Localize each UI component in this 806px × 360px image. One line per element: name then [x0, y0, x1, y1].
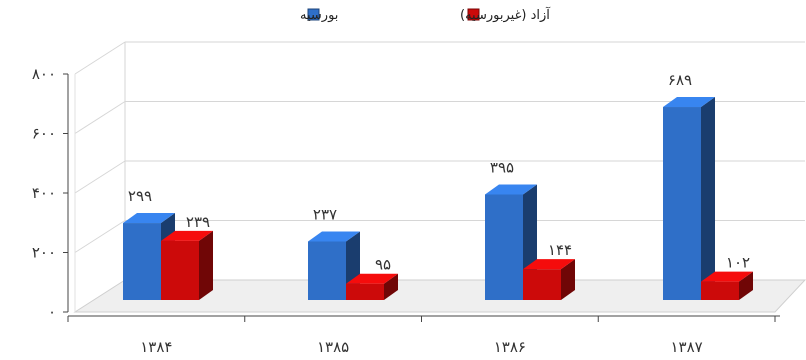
x-tick-label: ۱۳۸۶ [494, 338, 526, 356]
bar-front-face [308, 241, 346, 300]
chart-bars [123, 97, 753, 301]
legend-label: بورسیه [300, 8, 338, 23]
legend-item-1: آزاد (غیربورسیه) [460, 6, 551, 23]
data-label: ۲۳۹ [186, 213, 210, 231]
bar-free-3 [701, 271, 753, 300]
bar-front-face [123, 223, 161, 300]
gridline-side [74, 41, 126, 75]
bar-top-face [346, 273, 398, 284]
bar-free-0 [161, 230, 213, 300]
data-label: ۱۰۲ [726, 254, 750, 272]
y-tick-label: ۲۰۰ [32, 244, 56, 262]
gridline-side [74, 101, 126, 134]
bar-top-face [308, 231, 360, 242]
bar-front-face [346, 283, 384, 300]
data-label: ۲۳۷ [313, 205, 337, 223]
legend-item-0: بورسیه [300, 8, 338, 23]
chart-floor [73, 279, 806, 313]
y-tick-label: ۶۰۰ [32, 125, 56, 143]
legend-swatch [467, 8, 480, 21]
bar-top-face [485, 184, 537, 195]
bar-free-1 [346, 273, 398, 300]
bar-front-face [485, 194, 523, 300]
y-tick-label: ۴۰۰ [32, 184, 56, 202]
chart-axes: ۰ ۲۰۰ ۴۰۰ ۶۰۰ ۸۰۰ ۱۳۸۴ ۱۳۸۵ ۱۳۸۶ ۱۳۸۷ [32, 65, 780, 356]
bar-side-face [384, 273, 398, 300]
bar-top-face [523, 259, 575, 270]
chart-grid [73, 41, 806, 313]
bar-side-face [701, 97, 715, 301]
bar-free-2 [523, 259, 575, 300]
legend-label: آزاد (غیربورسیه) [460, 6, 551, 23]
bar-front-face [663, 107, 701, 301]
bar-side-face [199, 230, 213, 300]
bar-front-face [701, 281, 739, 300]
bar-front-face [523, 269, 561, 300]
y-tick-label: ۰ [48, 303, 56, 321]
gridline-side [74, 160, 126, 194]
gridline-side [74, 220, 126, 253]
bar-top-face [161, 230, 213, 241]
bar-top-face [701, 271, 753, 282]
chart-legend: بورسیه آزاد (غیربورسیه) [300, 6, 551, 23]
bar-front-face [161, 240, 199, 300]
bar-side-face [561, 259, 575, 300]
bar-top-face [663, 97, 715, 108]
data-label: ۲۹۹ [128, 187, 152, 205]
legend-swatch [307, 8, 320, 21]
data-label: ۳۹۵ [490, 158, 514, 176]
data-label: ۶۸۹ [668, 71, 692, 89]
x-tick-label: ۱۳۸۵ [317, 338, 349, 356]
data-label: ۱۴۴ [548, 241, 572, 259]
data-label: ۹۵ [375, 256, 391, 274]
bar-side-face [739, 271, 753, 300]
x-tick-label: ۱۳۸۴ [140, 338, 172, 356]
bar-top-face [123, 213, 175, 224]
bar-scholarship-3 [663, 97, 715, 301]
y-tick-label: ۸۰۰ [32, 65, 56, 83]
x-tick-label: ۱۳۸۷ [671, 338, 703, 356]
chart-data-labels: ۲۹۹ ۲۳۹ ۲۳۷ ۹۵ ۳۹۵ ۱۴۴ ۶۸۹ ۱۰۲ [128, 71, 750, 274]
